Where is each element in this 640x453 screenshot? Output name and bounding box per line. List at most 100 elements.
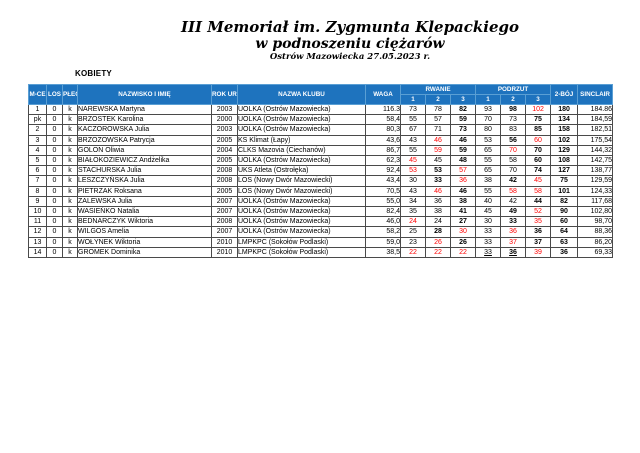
- cell-snatch-1: 55: [400, 114, 426, 126]
- cell-jerk-3: 37: [525, 236, 552, 248]
- cell-sex: k: [62, 103, 78, 116]
- cell-rank: 6: [28, 165, 47, 177]
- cell-name: LESZCZYŃSKA Julia: [77, 175, 212, 187]
- cell-rank: pk: [28, 114, 47, 126]
- cell-snatch-3: 59: [449, 114, 477, 126]
- cell-snatch-1: 30: [400, 175, 426, 187]
- cell-total: 134: [550, 114, 579, 126]
- cell-club: UOLKA (Ostrów Mazowiecka): [237, 206, 366, 218]
- cell-jerk-3: 60: [525, 134, 552, 146]
- cell-club: UOLKA (Ostrów Mazowiecka): [237, 114, 366, 126]
- cell-jerk-2: 42: [500, 195, 527, 208]
- table-row: 8 0 k PIETRZAK Roksana 2005 LOS (Nowy Dwór Ma…: [28, 185, 614, 197]
- cell-club: UOLKA (Ostrów Mazowiecka): [237, 155, 366, 167]
- cell-lot: 0: [46, 246, 63, 259]
- cell-snatch-1: 53: [400, 165, 426, 177]
- cell-snatch-3: 27: [449, 216, 477, 228]
- cell-rank: 11: [28, 216, 47, 228]
- cell-snatch-3: 26: [449, 236, 477, 248]
- cell-sex: k: [62, 206, 78, 218]
- cell-birth-year: 2004: [211, 144, 238, 157]
- cell-rank: 2: [28, 124, 47, 136]
- cell-name: BEDNARCZYK Wiktoria: [77, 216, 212, 228]
- cell-jerk-2: 56: [500, 134, 527, 146]
- cell-lot: 0: [46, 185, 63, 197]
- cell-sex: k: [62, 165, 78, 177]
- cell-club: LMPKPC (Sokołów Podlaski): [237, 246, 366, 259]
- cell-rank: 14: [28, 246, 47, 259]
- table-row: 10 0 k WASIEŃKO Natalia 2007 UOLKA (Ostrów Ma…: [28, 206, 614, 218]
- cell-rank: 9: [28, 195, 47, 208]
- cell-snatch-2: 59: [425, 144, 451, 157]
- cell-club: UKS Atleta (Ostrołęka): [237, 165, 366, 177]
- cell-club: UOLKA (Ostrów Mazowiecka): [237, 216, 366, 228]
- cell-snatch-3: 41: [449, 206, 477, 218]
- results-tbody: 1 0 k NAREWSKA Martyna 2003 UOLKA (Ostrów Maz…: [28, 103, 614, 259]
- cell-snatch-3: 30: [449, 226, 477, 238]
- cell-bodyweight: 58,2: [365, 226, 401, 238]
- cell-snatch-1: 73: [400, 103, 426, 116]
- cell-jerk-3: 45: [525, 175, 552, 187]
- cell-snatch-1: 25: [400, 226, 426, 238]
- cell-snatch-2: 46: [425, 134, 451, 146]
- cell-total: 82: [550, 195, 579, 208]
- cell-jerk-3: 85: [525, 124, 552, 136]
- cell-jerk-3: 70: [525, 144, 552, 157]
- header-snatch-1: 1: [400, 94, 426, 105]
- cell-jerk-3: 74: [525, 165, 552, 177]
- cell-lot: 0: [46, 103, 63, 116]
- cell-name: BRZOSTEK Karolina: [77, 114, 212, 126]
- cell-total: 158: [550, 124, 579, 136]
- cell-jerk-1: 65: [475, 144, 502, 157]
- cell-jerk-1: 93: [475, 103, 502, 116]
- cell-name: ZALEWSKA Julia: [77, 195, 212, 208]
- cell-snatch-2: 57: [425, 114, 451, 126]
- cell-sex: k: [62, 236, 78, 248]
- cell-lot: 0: [46, 195, 63, 208]
- cell-bodyweight: 38,5: [365, 246, 401, 259]
- cell-sinclair: 88,36: [577, 226, 614, 238]
- header-total: 2-BÓJ: [550, 84, 579, 105]
- cell-name: WASIEŃKO Natalia: [77, 206, 212, 218]
- document-title: III Memoriał im. Zygmunta Klepackiego w …: [60, 19, 640, 63]
- cell-snatch-2: 33: [425, 175, 451, 187]
- header-plec: PŁEĆ: [62, 84, 78, 105]
- header-jerk-1: 1: [475, 94, 502, 105]
- cell-bodyweight: 59,0: [365, 236, 401, 248]
- cell-name: BRZOZOWSKA Patrycja: [77, 134, 212, 146]
- cell-snatch-2: 71: [425, 124, 451, 136]
- cell-rank: 8: [28, 185, 47, 197]
- cell-snatch-1: 45: [400, 155, 426, 167]
- cell-snatch-2: 78: [425, 103, 451, 116]
- cell-rank: 5: [28, 155, 47, 167]
- cell-jerk-1: 33: [475, 226, 502, 238]
- cell-birth-year: 2007: [211, 195, 238, 208]
- cell-jerk-1: 80: [475, 124, 502, 136]
- cell-total: 36: [550, 246, 579, 259]
- cell-bodyweight: 80,3: [365, 124, 401, 136]
- cell-sinclair: 117,68: [577, 195, 614, 208]
- cell-snatch-2: 46: [425, 185, 451, 197]
- title-line-1: III Memoriał im. Zygmunta Klepackiego: [180, 18, 520, 36]
- cell-sinclair: 175,54: [577, 134, 614, 146]
- table-row: 5 0 k BIAŁOKOZIEWICZ Andżelika 2005 UOLKA (Os…: [28, 155, 614, 167]
- cell-club: CLKS Mazovia (Ciechanów): [237, 144, 366, 157]
- cell-sex: k: [62, 114, 78, 126]
- cell-club: LOS (Nowy Dwór Mazowiecki): [237, 185, 366, 197]
- cell-sinclair: 69,33: [577, 246, 614, 259]
- table-header: M-CE LOS PŁEĆ NAZWISKO I IMIĘ ROK UR. NA…: [28, 84, 614, 105]
- cell-sex: k: [62, 175, 78, 187]
- cell-jerk-2: 70: [500, 165, 527, 177]
- cell-snatch-1: 34: [400, 195, 426, 208]
- cell-snatch-3: 73: [449, 124, 477, 136]
- cell-rank: 1: [28, 103, 47, 116]
- cell-snatch-3: 48: [449, 155, 477, 167]
- cell-total: 63: [550, 236, 579, 248]
- cell-bodyweight: 46,0: [365, 216, 401, 228]
- cell-birth-year: 2003: [211, 103, 238, 116]
- section-label-kobiety: KOBIETY: [75, 69, 112, 78]
- table-row: 3 0 k BRZOZOWSKA Patrycja 2005 KS Klimat (Łap…: [28, 134, 614, 146]
- cell-lot: 0: [46, 226, 63, 238]
- cell-jerk-2: 49: [500, 206, 527, 218]
